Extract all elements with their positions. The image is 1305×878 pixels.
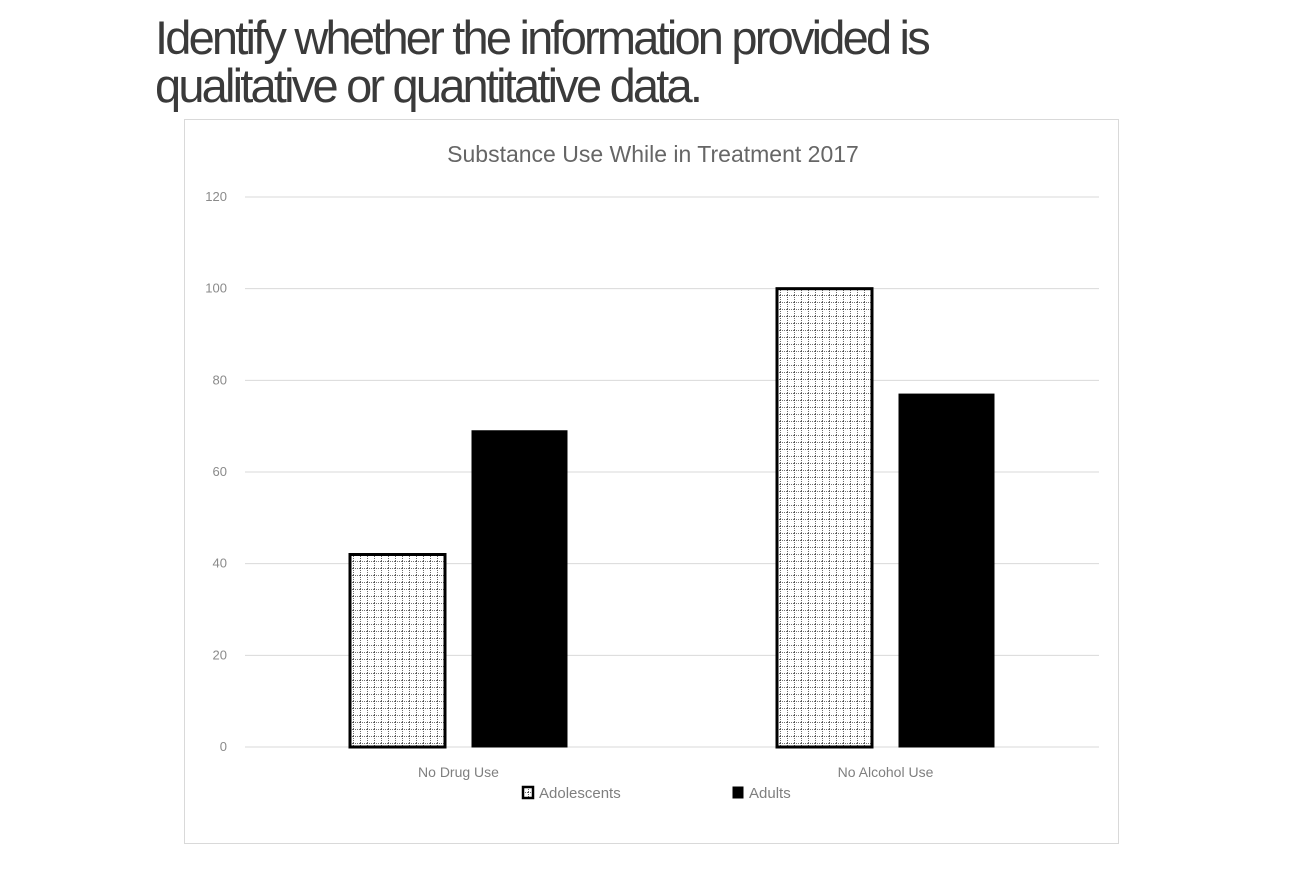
bars xyxy=(348,287,995,749)
legend-swatch-adolescents xyxy=(521,785,535,800)
chart-frame: Substance Use While in Treatment 2017 0 2… xyxy=(184,119,1119,844)
y-tick-label: 20 xyxy=(213,647,227,662)
legend-label-adults: Adults xyxy=(749,785,791,802)
bar-adults-1 xyxy=(471,430,568,748)
question-heading: Identify whether the information provide… xyxy=(155,11,931,112)
category-labels: No Drug Use No Alcohol Use xyxy=(418,764,934,780)
y-tick-label: 100 xyxy=(205,281,227,296)
legend-swatch-adults xyxy=(732,786,744,799)
y-tick-label: 60 xyxy=(213,464,227,479)
legend: Adolescents Adults xyxy=(521,785,791,802)
chart-title: Substance Use While in Treatment 2017 xyxy=(447,141,859,167)
x-category-label: No Alcohol Use xyxy=(838,764,934,780)
legend-label-adolescents: Adolescents xyxy=(539,785,621,802)
y-tick-label: 0 xyxy=(220,739,227,754)
x-category-label: No Drug Use xyxy=(418,764,499,780)
y-tick-label: 80 xyxy=(213,372,227,387)
bar-chart: Substance Use While in Treatment 2017 0 2… xyxy=(205,141,1099,802)
bar-adolescents-2 xyxy=(775,287,874,749)
y-tick-label: 40 xyxy=(213,556,227,571)
y-tick-label: 120 xyxy=(205,189,227,204)
y-axis-ticks: 0 20 40 60 80 100 120 xyxy=(205,189,227,754)
bar-adults-2 xyxy=(898,393,995,748)
bar-adolescents-1 xyxy=(348,553,447,749)
